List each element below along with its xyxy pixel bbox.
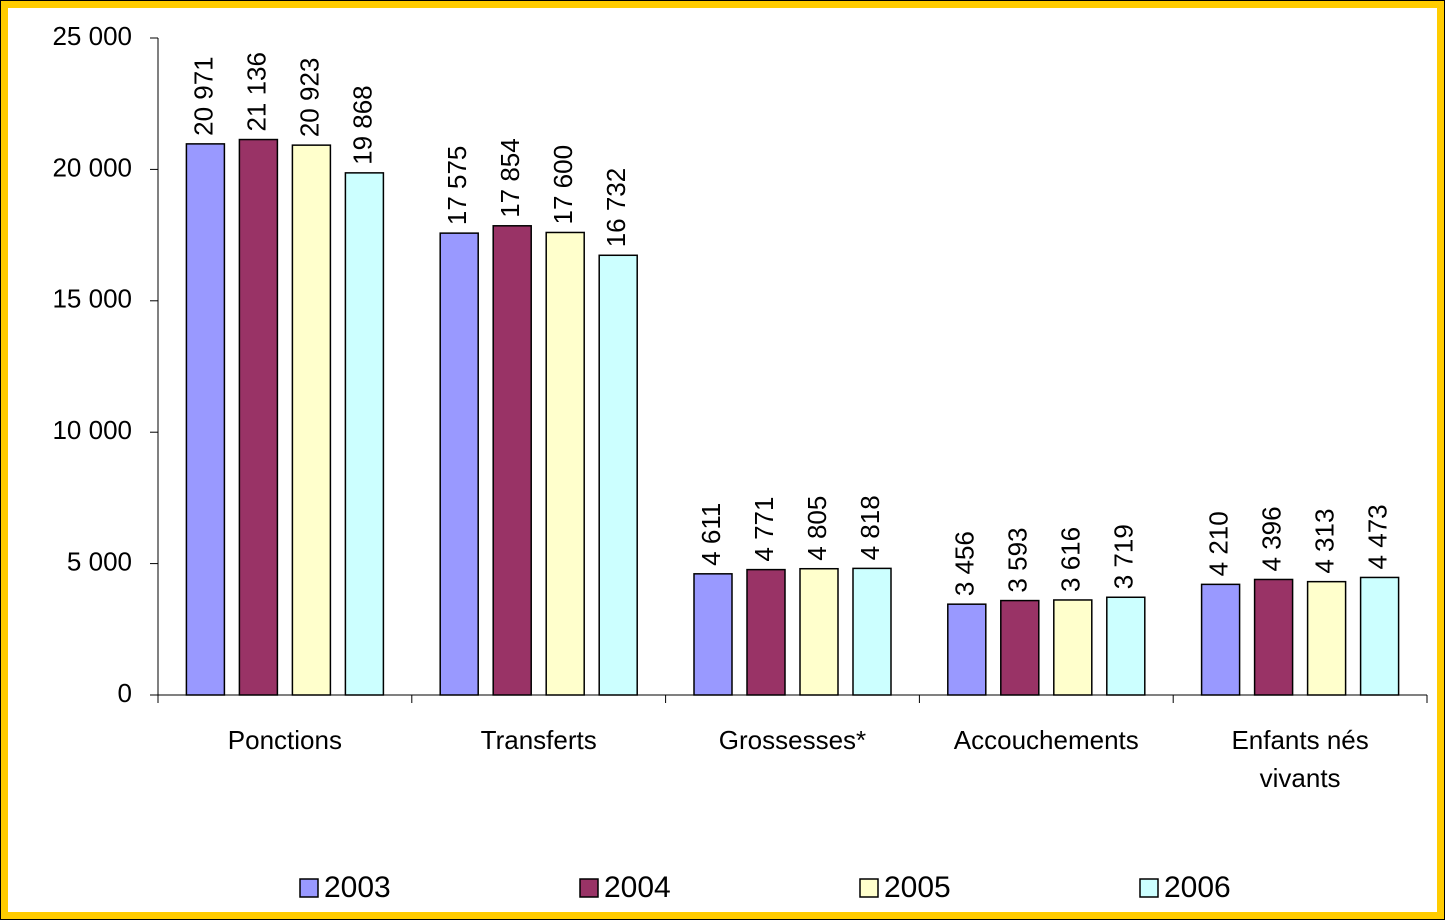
bar xyxy=(799,567,839,696)
legend-label: 2005 xyxy=(884,871,951,904)
value-label: 19 868 xyxy=(347,85,377,165)
y-tick-label: 20 000 xyxy=(52,152,132,182)
x-tick-label: Accouchements xyxy=(953,725,1139,755)
value-label: 3 456 xyxy=(950,531,980,596)
x-tick-label: Grossesses* xyxy=(718,725,867,755)
value-label: 3 616 xyxy=(1056,527,1086,592)
value-label: 20 923 xyxy=(294,58,324,138)
bar xyxy=(1306,580,1347,696)
bar xyxy=(492,225,532,696)
value-label: 3 719 xyxy=(1109,524,1139,589)
value-label: 4 805 xyxy=(802,496,832,561)
y-tick-label: 5 000 xyxy=(67,546,132,576)
bar xyxy=(439,232,479,696)
x-tick-label: Transferts xyxy=(480,725,597,755)
value-label: 17 600 xyxy=(548,145,578,225)
y-tick-label: 15 000 xyxy=(52,284,132,314)
bar xyxy=(1053,599,1093,696)
bar xyxy=(947,603,987,696)
y-tick-label: 25 000 xyxy=(52,21,132,51)
legend-swatch xyxy=(579,878,599,898)
x-tick-label: Enfants nés vivants xyxy=(1231,725,1369,793)
legend-swatch xyxy=(299,878,319,898)
value-label: 4 611 xyxy=(696,503,726,566)
legend-label: 2006 xyxy=(1164,871,1231,904)
bar xyxy=(598,254,638,696)
bar xyxy=(545,231,585,696)
y-tick-label: 0 xyxy=(118,678,132,708)
bar xyxy=(238,138,279,696)
bar xyxy=(344,172,385,696)
bar xyxy=(291,144,332,696)
value-label: 17 854 xyxy=(495,138,525,218)
legend-label: 2004 xyxy=(604,871,671,904)
bar xyxy=(693,573,733,696)
bar xyxy=(1200,583,1241,696)
value-label: 17 575 xyxy=(442,146,472,226)
value-label: 21 136 xyxy=(241,52,271,132)
value-label: 4 818 xyxy=(855,495,885,560)
bar xyxy=(185,143,226,696)
value-label: 4 210 xyxy=(1203,511,1233,576)
value-label: 4 473 xyxy=(1362,504,1392,569)
value-label: 4 313 xyxy=(1309,509,1339,574)
value-label: 3 593 xyxy=(1003,527,1033,592)
value-label: 4 396 xyxy=(1256,506,1286,571)
bar xyxy=(852,567,892,696)
bar xyxy=(746,568,786,696)
legend-label: 2003 xyxy=(324,871,391,904)
bar xyxy=(1359,576,1400,696)
bar xyxy=(1253,578,1294,696)
legend-swatch xyxy=(859,878,879,898)
value-label: 16 732 xyxy=(601,168,631,248)
y-tick-label: 10 000 xyxy=(52,415,132,445)
bar xyxy=(1106,596,1146,696)
value-label: 4 771 xyxy=(749,497,779,562)
legend-swatch xyxy=(1139,878,1159,898)
x-tick-label: Ponctions xyxy=(227,725,342,755)
value-label: 20 971 xyxy=(188,56,218,136)
bar xyxy=(1000,599,1040,696)
